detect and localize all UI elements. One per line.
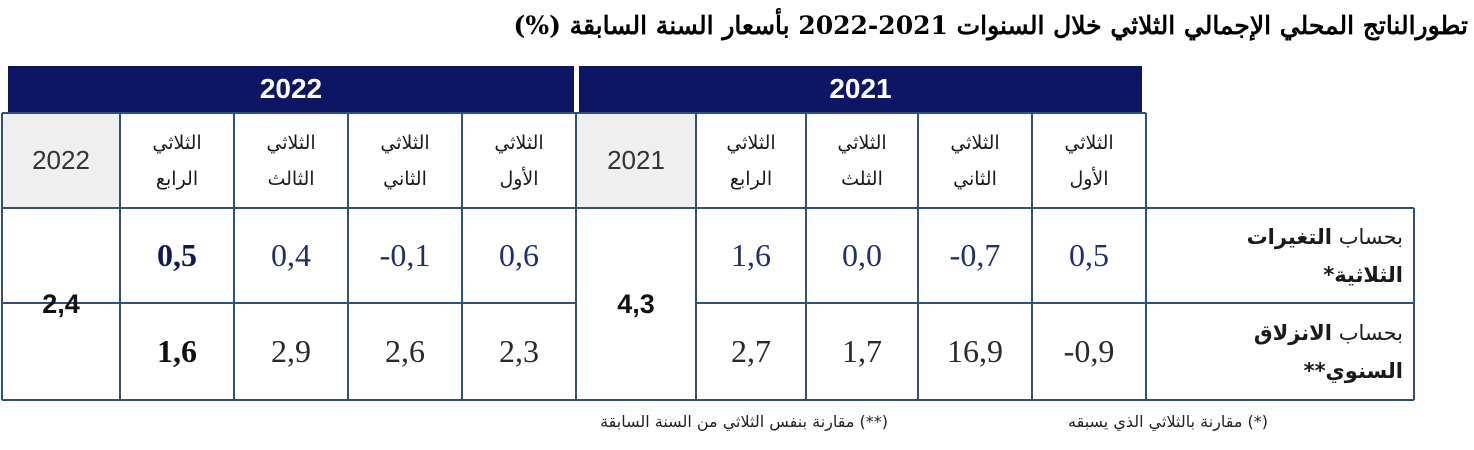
header-annual-2021: 2021 xyxy=(577,114,695,207)
header-2022-q4: الثلاثي الرابع xyxy=(152,131,202,190)
quarterly-2021-q4: 1,6 xyxy=(731,237,771,273)
quarterly-2022-q2: -0,1 xyxy=(379,237,431,273)
yoy-2022-q3: 2,9 xyxy=(271,333,311,369)
header-2022-q3: الثلاثي الثالث xyxy=(266,131,316,190)
year-header-2022: 2022 xyxy=(8,66,574,112)
annual-value-2021: 4,3 xyxy=(617,288,655,319)
header-2021-q1: الثلاثي الأول xyxy=(1064,131,1114,190)
header-2021-q4: الثلاثي الرابع xyxy=(726,131,776,190)
yoy-2021-q2: 16,9 xyxy=(947,333,1003,369)
footnote-quarterly: (*) مقارنة بالثلاثي الذي يسبقه xyxy=(1068,412,1268,431)
row-label-quarterly: بحساب التغيرات الثلاثية* xyxy=(1246,224,1403,287)
yoy-2022-q4: 1,6 xyxy=(157,333,197,369)
quarterly-2022-q4: 0,5 xyxy=(157,237,197,273)
quarterly-2021-q1: 0,5 xyxy=(1069,237,1109,273)
header-2022-q1: الثلاثي الأول xyxy=(494,131,544,190)
quarterly-2021-q2: -0,7 xyxy=(949,237,1001,273)
year-header-2021: 2021 xyxy=(579,66,1142,112)
quarterly-2022-q1: 0,6 xyxy=(499,237,539,273)
yoy-2021-q3: 1,7 xyxy=(842,333,882,369)
annual-value-2022: 2,4 xyxy=(42,288,80,319)
header-2021-q2: الثلاثي الثاني xyxy=(950,131,1000,190)
page-title: تطورالناتج المحلي الإجمالي الثلاثي خلال … xyxy=(513,11,1469,40)
yoy-2022-q2: 2,6 xyxy=(385,333,425,369)
header-2021-q3: الثلاثي الثلث xyxy=(837,131,887,190)
yoy-2021-q1: -0,9 xyxy=(1063,333,1115,369)
header-2022-q2: الثلاثي الثاني xyxy=(380,131,430,190)
quarterly-2021-q3: 0,0 xyxy=(842,237,882,273)
quarterly-2022-q3: 0,4 xyxy=(271,237,311,273)
yoy-2021-q4: 2,7 xyxy=(731,333,771,369)
footnote-yoy: (**) مقارنة بنفس الثلاثي من السنة السابق… xyxy=(600,412,888,431)
yoy-2022-q1: 2,3 xyxy=(499,333,539,369)
header-annual-2022: 2022 xyxy=(3,114,119,207)
row-label-yoy: بحساب الانزلاق السنوي** xyxy=(1253,320,1403,383)
